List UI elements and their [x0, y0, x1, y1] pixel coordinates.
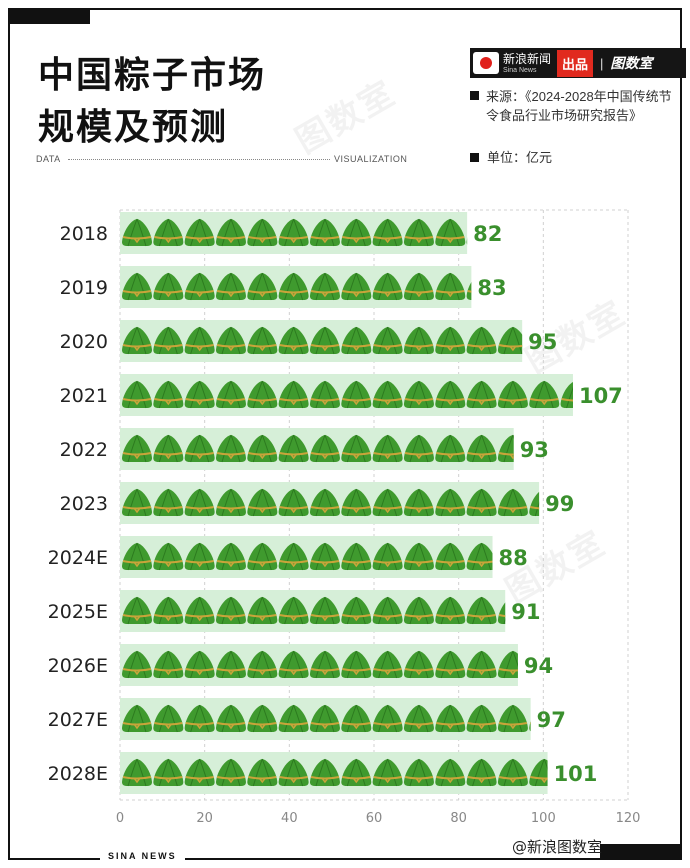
- sina-logo-icon: [473, 52, 499, 74]
- category-label: 2023: [60, 493, 108, 515]
- x-tick-label: 100: [531, 811, 556, 826]
- category-label: 2021: [60, 385, 108, 407]
- data-label: 99: [545, 492, 574, 516]
- category-label: 2025E: [48, 601, 108, 623]
- data-label: 93: [520, 438, 549, 462]
- chart-title-line-1: 中国粽子市场: [38, 55, 267, 96]
- x-tick-label: 40: [281, 811, 298, 826]
- source-marker: [470, 87, 487, 105]
- data-label: 95: [528, 330, 557, 354]
- brand-name-en: Sina News: [503, 66, 537, 74]
- corner-accent: [10, 10, 90, 24]
- frame: [8, 8, 682, 860]
- x-tick-label: 60: [366, 811, 383, 826]
- category-label: 2024E: [48, 547, 108, 569]
- x-tick-label: 0: [116, 811, 124, 826]
- data-label: 83: [477, 276, 506, 300]
- unit-label: 单位：亿元: [487, 150, 553, 165]
- category-label: 2026E: [48, 655, 108, 677]
- brand-name: 新浪新闻: [503, 51, 552, 66]
- category-label: 2022: [60, 439, 108, 461]
- dotted-rule: [68, 159, 330, 160]
- x-tick-label: 120: [616, 811, 641, 826]
- data-label: 88: [499, 546, 528, 570]
- data-label: 101: [554, 762, 598, 786]
- corner-accent: [600, 844, 680, 858]
- visualization-label: VISUALIZATION: [334, 154, 408, 164]
- chart-title-line-2: 规模及预测: [38, 107, 229, 148]
- data-label: 82: [473, 222, 502, 246]
- data-label: 94: [524, 654, 553, 678]
- brand-badge: 出品: [557, 49, 594, 77]
- brand-bar: 新浪新闻 Sina News 出品 | 图数室: [470, 48, 686, 78]
- category-label: 2020: [60, 331, 108, 353]
- data-label: DATA: [36, 154, 61, 164]
- studio-logo: 图数室: [610, 55, 653, 71]
- category-label: 2019: [60, 277, 108, 299]
- watermark-credit: @新浪图数室: [512, 838, 603, 856]
- category-label: 2018: [60, 223, 108, 245]
- footer-label: SINA NEWS: [100, 851, 185, 861]
- category-label: 2028E: [48, 763, 108, 785]
- data-label: 91: [511, 600, 540, 624]
- data-label: 107: [579, 384, 623, 408]
- data-label: 97: [537, 708, 566, 732]
- x-tick-label: 20: [196, 811, 213, 826]
- x-tick-label: 80: [450, 811, 467, 826]
- source-note: 来源：《2024-2028年中国传统节令食品行业市场研究报告》: [486, 89, 672, 123]
- unit-note: 单位：亿元: [470, 149, 552, 167]
- brand-divider: |: [600, 55, 604, 71]
- category-label: 2027E: [48, 709, 108, 731]
